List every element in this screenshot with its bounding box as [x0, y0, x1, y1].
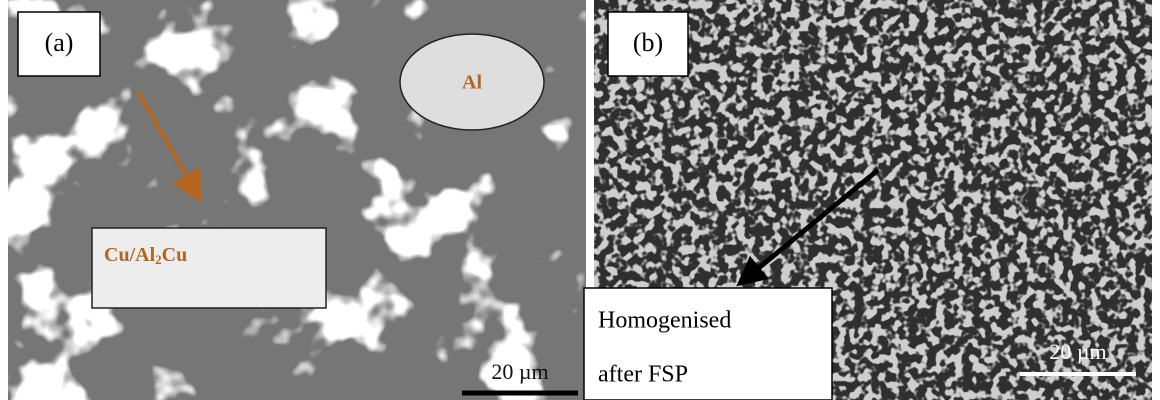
- phase-text: Cu/Al: [104, 244, 156, 266]
- note-line: Homogenised: [598, 308, 731, 334]
- scale-bar-label: 20 µm: [1049, 339, 1106, 364]
- note-line: after FSP: [598, 362, 688, 388]
- phase-suffix: Cu: [162, 244, 188, 266]
- figure: (a) Al Cu/Al2Cu 20 µm (b) Homogenised af…: [0, 0, 1160, 400]
- panel-a: (a) Al Cu/Al2Cu 20 µm: [8, 0, 586, 400]
- phase-label: Al: [462, 72, 482, 94]
- scale-bar-label: 20 µm: [491, 359, 548, 384]
- panel-b: (b) Homogenised after FSP 20 µm: [584, 0, 1152, 400]
- panel-label: (b): [633, 28, 663, 57]
- panel-label: (a): [45, 28, 74, 57]
- phase-box: [92, 228, 326, 308]
- phase-box-label: Cu/Al2Cu: [104, 244, 187, 267]
